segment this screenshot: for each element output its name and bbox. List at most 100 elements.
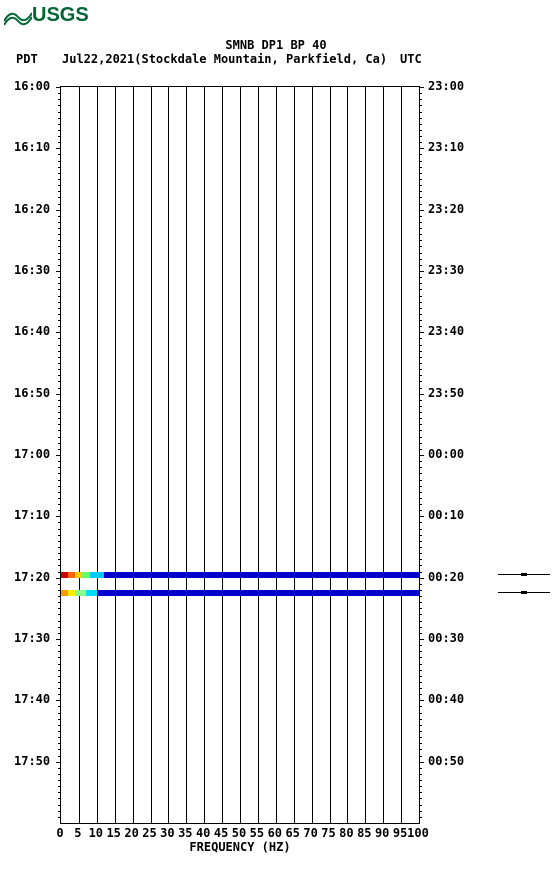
- tick-left-minor: [58, 749, 61, 750]
- tick-left-minor: [58, 565, 61, 566]
- gridline: [168, 87, 169, 823]
- tick-left-minor: [58, 535, 61, 536]
- tick-right-minor: [419, 130, 422, 131]
- tick-right-minor: [419, 522, 422, 523]
- tick-right-minor: [419, 204, 422, 205]
- xaxis-tick-label: 15: [106, 826, 120, 840]
- tick-right-minor: [419, 621, 422, 622]
- yaxis-left-label: 16:50: [14, 386, 50, 400]
- tick-right: [419, 762, 424, 763]
- yaxis-left-label: 17:20: [14, 570, 50, 584]
- tick-right-minor: [419, 302, 422, 303]
- yaxis-right-label: 00:40: [428, 692, 464, 706]
- tick-left-minor: [58, 388, 61, 389]
- tick-left-minor: [58, 369, 61, 370]
- tick-right-minor: [419, 596, 422, 597]
- tick-left-minor: [58, 504, 61, 505]
- tick-left-minor: [58, 345, 61, 346]
- tick-left-minor: [58, 197, 61, 198]
- tick-right-minor: [419, 154, 422, 155]
- tick-left-minor: [58, 792, 61, 793]
- tick-right-minor: [419, 694, 422, 695]
- tick-left-minor: [58, 406, 61, 407]
- tick-right-minor: [419, 473, 422, 474]
- spectrogram-segment: [61, 590, 68, 596]
- tick-right-minor: [419, 535, 422, 536]
- spectrogram-band: [61, 590, 419, 596]
- tick-left-minor: [58, 124, 61, 125]
- xaxis-tick-label: 75: [321, 826, 335, 840]
- yaxis-left-label: 17:00: [14, 447, 50, 461]
- tick-left-minor: [58, 817, 61, 818]
- tick-right-minor: [419, 480, 422, 481]
- tick-right-minor: [419, 228, 422, 229]
- tick-right-minor: [419, 731, 422, 732]
- tick-left-minor: [58, 351, 61, 352]
- yaxis-left-label: 16:40: [14, 324, 50, 338]
- tick-left: [56, 394, 61, 395]
- tick-left-minor: [58, 486, 61, 487]
- xaxis-tick-label: 0: [56, 826, 63, 840]
- tick-right: [419, 87, 424, 88]
- tick-left-minor: [58, 222, 61, 223]
- tick-right-minor: [419, 222, 422, 223]
- gridline: [401, 87, 402, 823]
- xaxis-tick-label: 85: [357, 826, 371, 840]
- tick-left-minor: [58, 112, 61, 113]
- xaxis-tick-label: 70: [303, 826, 317, 840]
- tick-left-minor: [58, 105, 61, 106]
- spectrogram-segment: [75, 572, 82, 578]
- tick-left-minor: [58, 498, 61, 499]
- tick-right-minor: [419, 584, 422, 585]
- tick-right-minor: [419, 798, 422, 799]
- yaxis-right-label: 00:50: [428, 754, 464, 768]
- tick-right-minor: [419, 296, 422, 297]
- tick-left-minor: [58, 780, 61, 781]
- gridline: [276, 87, 277, 823]
- tick-right-minor: [419, 541, 422, 542]
- tick-right-minor: [419, 191, 422, 192]
- gridline: [186, 87, 187, 823]
- xaxis-tick-label: 10: [89, 826, 103, 840]
- tick-left-minor: [58, 756, 61, 757]
- yaxis-right-label: 23:20: [428, 202, 464, 216]
- tick-left-minor: [58, 443, 61, 444]
- xaxis-tick-label: 35: [178, 826, 192, 840]
- gridline: [97, 87, 98, 823]
- tick-left-minor: [58, 234, 61, 235]
- tick-left-minor: [58, 437, 61, 438]
- tick-right-minor: [419, 93, 422, 94]
- tick-right: [419, 639, 424, 640]
- xaxis-tick-label: 90: [375, 826, 389, 840]
- tick-right: [419, 148, 424, 149]
- tick-left-minor: [58, 357, 61, 358]
- tick-right-minor: [419, 142, 422, 143]
- tick-left-minor: [58, 651, 61, 652]
- tick-left-minor: [58, 277, 61, 278]
- tick-right-minor: [419, 173, 422, 174]
- tick-left-minor: [58, 216, 61, 217]
- xaxis-tick-label: 95: [393, 826, 407, 840]
- spectrogram-segment: [82, 572, 89, 578]
- tick-right-minor: [419, 670, 422, 671]
- yaxis-left-label: 16:20: [14, 202, 50, 216]
- tick-right-minor: [419, 805, 422, 806]
- tick-right-minor: [419, 338, 422, 339]
- tick-right-minor: [419, 308, 422, 309]
- tick-right-minor: [419, 492, 422, 493]
- tick-right-minor: [419, 651, 422, 652]
- tick-left: [56, 762, 61, 763]
- tick-right-minor: [419, 345, 422, 346]
- tick-left-minor: [58, 375, 61, 376]
- tick-left-minor: [58, 480, 61, 481]
- spectrogram-segment: [90, 572, 104, 578]
- tick-left-minor: [58, 664, 61, 665]
- tick-right-minor: [419, 676, 422, 677]
- tick-right-minor: [419, 774, 422, 775]
- tick-right-minor: [419, 633, 422, 634]
- tick-right-minor: [419, 161, 422, 162]
- tick-right-minor: [419, 118, 422, 119]
- tick-left-minor: [58, 492, 61, 493]
- tick-left-minor: [58, 706, 61, 707]
- subtitle-utc: UTC: [400, 52, 422, 66]
